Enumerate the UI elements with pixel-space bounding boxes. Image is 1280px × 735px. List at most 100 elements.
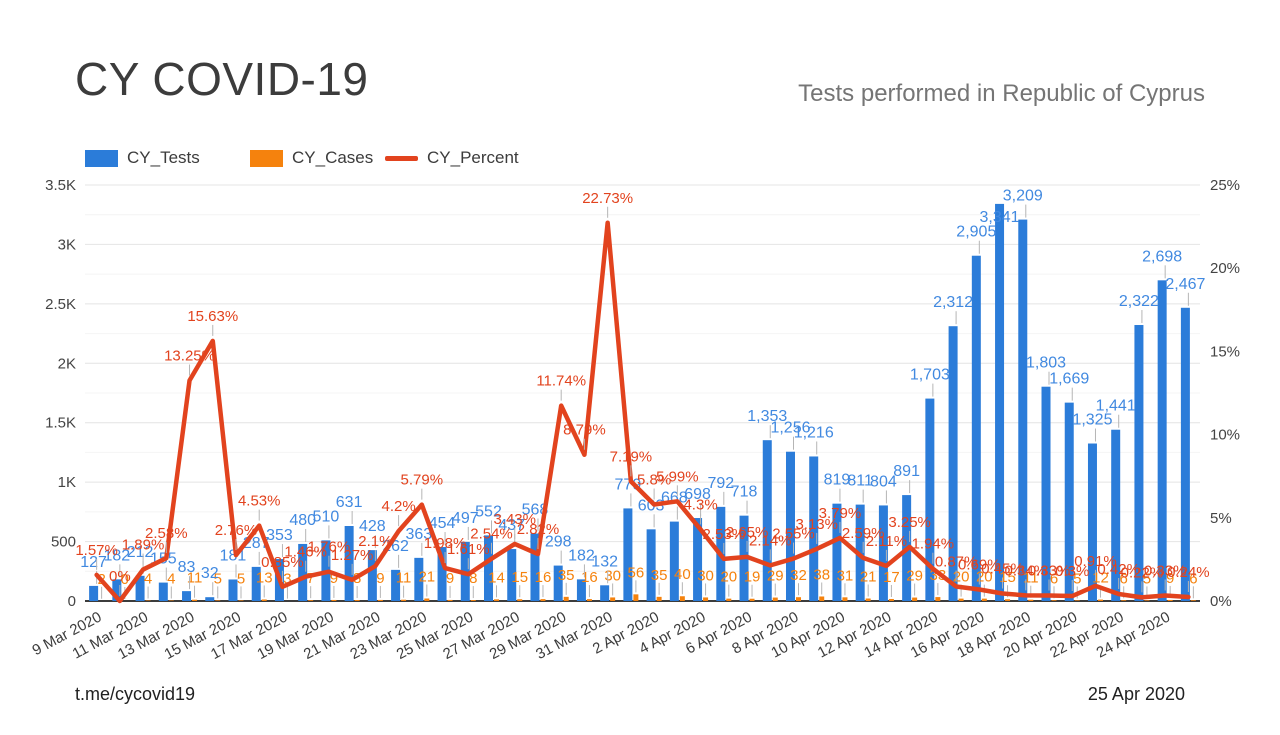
svg-text:454: 454	[429, 515, 456, 532]
svg-text:497: 497	[452, 510, 479, 527]
svg-text:1K: 1K	[58, 474, 76, 491]
svg-text:2,467: 2,467	[1165, 276, 1205, 293]
svg-text:212: 212	[127, 544, 154, 561]
svg-text:6: 6	[1120, 570, 1128, 587]
svg-text:552: 552	[475, 503, 502, 520]
svg-text:1.57%: 1.57%	[75, 542, 118, 559]
svg-text:6: 6	[1189, 570, 1197, 587]
svg-text:568: 568	[522, 501, 549, 518]
svg-text:779: 779	[615, 476, 642, 493]
svg-text:9: 9	[376, 570, 384, 587]
svg-text:12: 12	[1092, 570, 1109, 587]
svg-text:5.99%: 5.99%	[656, 468, 699, 485]
svg-text:1,803: 1,803	[1026, 355, 1066, 372]
svg-text:891: 891	[893, 463, 920, 480]
svg-text:38: 38	[813, 566, 830, 583]
svg-text:32: 32	[790, 567, 807, 584]
svg-text:9: 9	[330, 570, 338, 587]
svg-text:2,322: 2,322	[1119, 293, 1159, 310]
svg-text:19: 19	[744, 569, 761, 586]
svg-text:804: 804	[870, 473, 897, 490]
svg-text:17: 17	[883, 569, 900, 586]
svg-text:0.69%: 0.69%	[958, 557, 1001, 574]
svg-text:20%: 20%	[1210, 260, 1240, 277]
svg-text:792: 792	[707, 475, 734, 492]
legend-label: CY_Cases	[292, 148, 374, 167]
svg-text:11: 11	[396, 570, 412, 587]
svg-text:1.27%: 1.27%	[331, 547, 374, 564]
svg-text:3,341: 3,341	[980, 209, 1020, 226]
svg-text:2.5K: 2.5K	[45, 296, 76, 313]
svg-text:8: 8	[469, 570, 477, 587]
svg-text:4.2%: 4.2%	[381, 498, 415, 515]
svg-text:698: 698	[684, 486, 711, 503]
svg-text:298: 298	[545, 534, 572, 551]
svg-text:3.43%: 3.43%	[493, 511, 536, 528]
svg-text:819: 819	[824, 472, 851, 489]
svg-text:0.91%: 0.91%	[1074, 553, 1117, 570]
svg-text:1,256: 1,256	[770, 420, 810, 437]
svg-text:0.24%: 0.24%	[1167, 564, 1210, 581]
svg-text:363: 363	[405, 526, 432, 543]
svg-text:8.79%: 8.79%	[563, 422, 606, 439]
svg-text:31: 31	[837, 567, 854, 584]
svg-text:29: 29	[906, 568, 923, 585]
svg-text:11: 11	[1023, 570, 1039, 587]
svg-text:1.89%: 1.89%	[122, 537, 165, 554]
svg-text:0%: 0%	[109, 568, 131, 585]
svg-text:2.1%: 2.1%	[358, 533, 392, 550]
svg-text:6: 6	[1050, 570, 1058, 587]
svg-text:9: 9	[446, 570, 454, 587]
svg-text:0.33%: 0.33%	[1028, 563, 1071, 580]
svg-text:4: 4	[167, 571, 175, 588]
svg-text:13.25%: 13.25%	[164, 348, 215, 365]
svg-text:5: 5	[237, 570, 245, 587]
svg-text:0.45%: 0.45%	[981, 561, 1024, 578]
svg-text:25%: 25%	[1210, 177, 1240, 194]
svg-text:15.63%: 15.63%	[187, 308, 238, 325]
svg-text:718: 718	[731, 484, 758, 501]
svg-text:5: 5	[1073, 570, 1081, 587]
svg-text:3K: 3K	[58, 236, 76, 253]
svg-text:13: 13	[256, 569, 273, 586]
svg-text:0.87%: 0.87%	[935, 554, 978, 571]
svg-text:2.59%: 2.59%	[842, 525, 885, 542]
svg-text:3.79%: 3.79%	[819, 505, 862, 522]
svg-text:2,312: 2,312	[933, 294, 973, 311]
svg-text:15: 15	[999, 569, 1016, 586]
svg-text:1,441: 1,441	[1096, 398, 1136, 415]
legend-item-cy-percent: CY_Percent	[385, 148, 519, 168]
svg-text:0.42%: 0.42%	[1097, 561, 1140, 578]
svg-text:603: 603	[638, 497, 665, 514]
svg-text:1.76%: 1.76%	[308, 539, 351, 556]
svg-text:182: 182	[568, 547, 595, 564]
svg-text:182: 182	[103, 547, 130, 564]
svg-text:2.65%: 2.65%	[726, 524, 769, 541]
svg-text:811: 811	[847, 473, 873, 490]
svg-text:3,209: 3,209	[1003, 188, 1043, 205]
svg-text:0: 0	[121, 571, 129, 588]
report-date: 25 Apr 2020	[1087, 684, 1185, 704]
svg-text:132: 132	[591, 553, 618, 570]
page-title: CY COVID-19	[75, 53, 369, 105]
svg-text:0.3%: 0.3%	[1055, 563, 1089, 580]
svg-text:2.14%: 2.14%	[749, 532, 792, 549]
legend-swatch-cases	[250, 149, 283, 167]
svg-text:1.94%: 1.94%	[912, 536, 955, 553]
legend-swatch-percent	[385, 155, 418, 161]
svg-text:35: 35	[651, 567, 668, 584]
svg-text:5%: 5%	[1210, 510, 1232, 527]
svg-text:5.8%: 5.8%	[637, 471, 671, 488]
svg-text:1,703: 1,703	[910, 367, 950, 384]
svg-text:0.85%: 0.85%	[261, 554, 304, 571]
svg-text:2.58%: 2.58%	[145, 525, 188, 542]
telegram-channel-link[interactable]: t.me/cycovid19	[75, 684, 196, 704]
svg-text:4.3%: 4.3%	[683, 496, 717, 513]
svg-text:4: 4	[144, 571, 152, 588]
svg-text:56: 56	[628, 564, 645, 581]
svg-text:35: 35	[558, 567, 575, 584]
svg-text:0.22%: 0.22%	[1121, 564, 1164, 581]
svg-text:16: 16	[581, 569, 598, 586]
legend-label: CY_Tests	[127, 148, 200, 167]
